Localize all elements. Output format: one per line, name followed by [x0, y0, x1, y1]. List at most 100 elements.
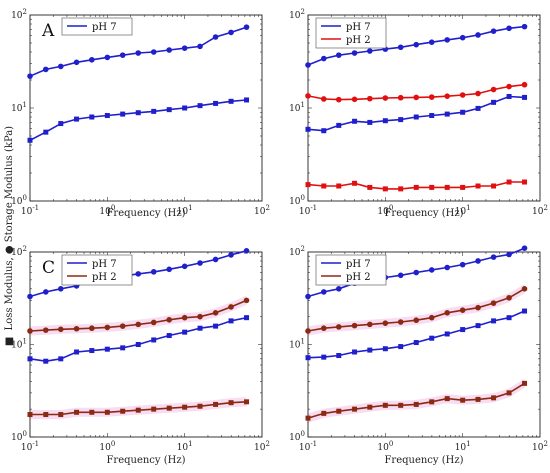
legend-entry: pH 7 — [92, 259, 117, 270]
panel-label: C — [42, 258, 55, 278]
x-tick-label: 102 — [254, 440, 270, 453]
plot-frame — [307, 251, 541, 438]
data-point — [27, 328, 33, 334]
x-tick-label: 10-1 — [299, 204, 317, 217]
legend-box — [315, 17, 387, 49]
y-tick-label: 101 — [11, 101, 27, 114]
data-point — [228, 304, 234, 310]
data-point — [336, 353, 342, 359]
data-point — [27, 137, 33, 143]
data-point — [197, 325, 203, 331]
data-point — [58, 412, 64, 418]
data-point — [444, 396, 450, 402]
data-point — [428, 94, 435, 100]
plot-frame — [29, 14, 263, 202]
data-point — [429, 399, 435, 405]
data-point — [305, 126, 311, 132]
data-point — [475, 183, 481, 189]
data-point — [305, 415, 311, 421]
data-point — [336, 122, 342, 128]
data-point — [320, 55, 327, 62]
data-point — [166, 316, 173, 323]
data-point — [491, 318, 497, 324]
data-point — [197, 260, 203, 266]
data-point — [197, 103, 203, 109]
data-point — [351, 50, 358, 56]
data-point — [243, 248, 250, 254]
data-point — [382, 346, 388, 352]
y-axis-label-group: ■ Loss Modulus, ● Storage Modulus (kPa) — [4, 126, 15, 346]
data-point — [429, 113, 435, 119]
data-point — [120, 345, 126, 351]
data-point — [413, 269, 420, 276]
data-point — [228, 29, 234, 36]
data-point — [120, 408, 126, 414]
series-ph7-loss — [305, 308, 528, 361]
data-point — [506, 294, 512, 301]
series-ph7-loss — [27, 97, 250, 143]
x-tick-label: 102 — [254, 204, 270, 217]
data-point — [522, 179, 528, 185]
data-point — [89, 56, 95, 63]
plot-area — [30, 15, 262, 201]
x-axis-label: Frequency (Hz) — [384, 455, 463, 466]
data-point — [475, 304, 481, 311]
data-point — [166, 47, 173, 53]
data-point — [351, 322, 358, 329]
x-tick-label: 101 — [455, 440, 471, 453]
data-point — [352, 406, 358, 412]
data-point — [506, 25, 512, 32]
data-point — [352, 118, 358, 124]
data-point — [74, 116, 80, 122]
data-point — [336, 408, 342, 414]
data-point — [413, 340, 419, 346]
data-point — [521, 286, 528, 292]
data-point — [27, 293, 33, 300]
x-tick-label: 100 — [99, 440, 115, 453]
data-point — [43, 412, 49, 418]
data-point — [460, 184, 466, 190]
data-point — [321, 354, 327, 360]
plot-frame — [307, 14, 541, 202]
x-axis-label: Frequency (Hz) — [106, 455, 185, 466]
data-point — [74, 349, 80, 355]
data-point — [228, 252, 234, 258]
data-point — [444, 111, 450, 117]
data-point — [181, 314, 188, 321]
data-point — [58, 121, 64, 127]
y-tick-label: 100 — [289, 194, 305, 207]
data-point — [428, 39, 435, 45]
data-point — [444, 184, 450, 190]
series-ph7-storage — [305, 23, 528, 68]
data-point — [475, 32, 481, 38]
data-point — [367, 95, 373, 102]
data-point — [73, 59, 80, 66]
x-tick-label: 100 — [377, 204, 393, 217]
series-ph2-loss — [305, 380, 528, 421]
data-point — [321, 183, 327, 189]
band-ph2-storage — [308, 284, 525, 336]
data-point — [506, 179, 512, 185]
data-point — [166, 333, 172, 339]
data-point — [335, 96, 342, 103]
data-point — [522, 380, 528, 386]
legend-box — [61, 17, 133, 36]
data-point — [321, 128, 327, 134]
data-point — [367, 119, 373, 125]
data-point — [444, 93, 451, 99]
data-point — [398, 117, 404, 123]
data-point — [57, 63, 64, 70]
legend-box — [61, 254, 133, 286]
data-point — [521, 245, 528, 251]
data-point — [397, 272, 404, 279]
data-point — [460, 397, 466, 403]
data-point — [27, 412, 33, 418]
y-tick-label: 100 — [289, 430, 305, 443]
data-point — [413, 41, 420, 48]
data-point — [181, 263, 188, 270]
data-point — [228, 98, 234, 104]
data-point — [506, 390, 512, 396]
data-point — [428, 314, 435, 321]
